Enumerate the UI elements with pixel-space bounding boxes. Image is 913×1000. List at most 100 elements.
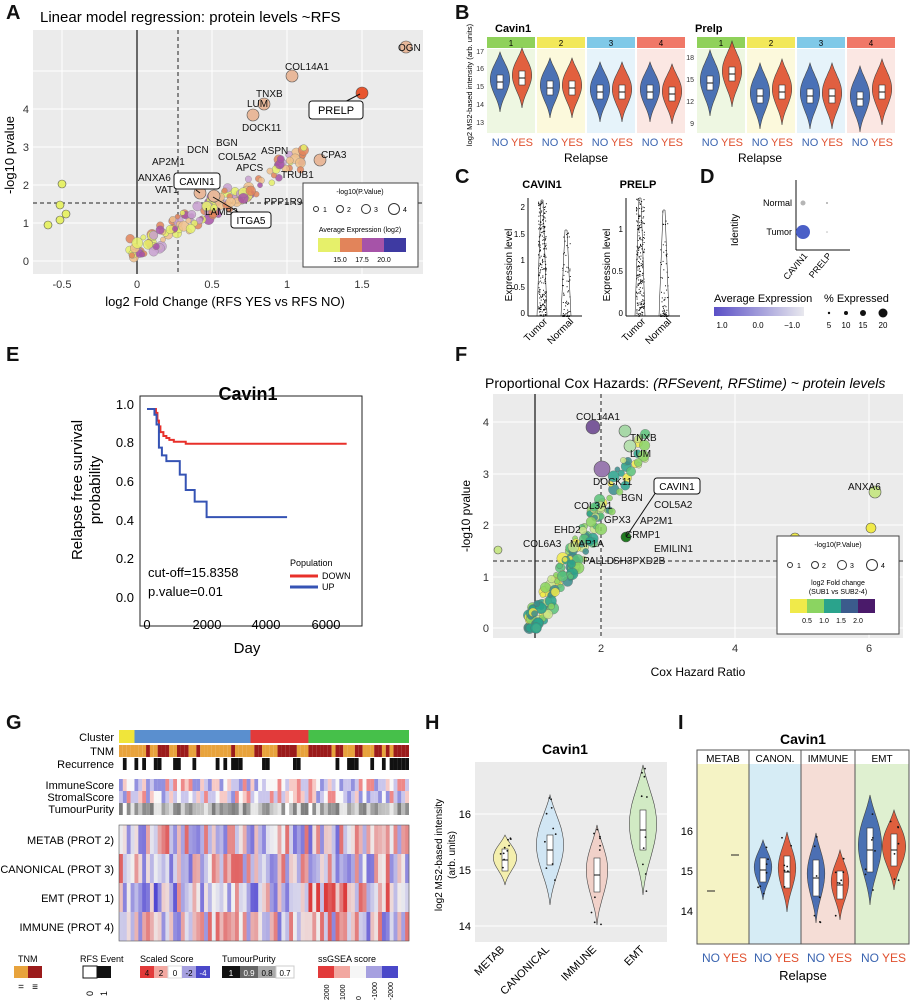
g-rfs-cell — [246, 758, 251, 770]
c-point — [643, 222, 645, 224]
a-xtick: -0.5 — [53, 279, 72, 291]
svg-text:-log10(P.Value): -log10(P.Value) — [814, 542, 861, 549]
c-point — [636, 213, 638, 215]
g-score-cell — [327, 912, 332, 941]
g-purity-cell — [312, 803, 317, 815]
g-stromal-cell — [374, 791, 379, 803]
g-score-cell — [366, 825, 371, 854]
g-immune-cell — [385, 779, 390, 791]
svg-text:2: 2 — [769, 39, 774, 48]
g-immune-cell — [231, 779, 235, 791]
c-point — [542, 315, 544, 317]
g-tnm-cell — [339, 745, 344, 757]
g-tnm-cell — [122, 745, 127, 757]
g-score-cell — [374, 883, 379, 912]
g-score-cell — [285, 912, 290, 941]
g-score-cell — [235, 854, 240, 883]
g-score-cell — [242, 912, 247, 941]
c-point — [562, 267, 564, 269]
g-tnm-cell — [211, 745, 216, 757]
a-point — [169, 215, 177, 223]
f-point — [582, 548, 589, 555]
g-rfs-cell — [184, 758, 189, 770]
f-point — [567, 573, 574, 580]
a-point — [143, 239, 154, 250]
g-rfs-cell — [134, 758, 139, 770]
g-score-cell — [320, 825, 325, 854]
g-score-cell — [405, 883, 410, 912]
c-point — [540, 306, 542, 308]
c-point — [541, 311, 543, 313]
g-score-cell — [119, 825, 124, 854]
g-score-cell — [246, 825, 251, 854]
c-point — [539, 314, 541, 316]
g-immune-cell — [277, 779, 282, 791]
g-score-cell — [393, 825, 398, 854]
h-point — [552, 827, 555, 830]
g-score-cell — [343, 825, 348, 854]
c-point — [545, 269, 547, 271]
g-tnm-cell — [157, 745, 162, 757]
g-score-cell — [385, 883, 390, 912]
h-point — [506, 850, 509, 852]
c-point — [545, 267, 547, 269]
svg-text:CANON.: CANON. — [756, 754, 795, 765]
h-point — [545, 812, 548, 815]
i-point — [889, 820, 892, 823]
c-point — [667, 315, 669, 317]
c-point — [545, 263, 547, 265]
a-point — [285, 69, 299, 83]
g-tnm-cell — [323, 745, 328, 757]
c-point — [569, 276, 571, 277]
h-point — [642, 847, 645, 849]
svg-text:1: 1 — [99, 991, 109, 996]
g-stromal-cell — [231, 791, 235, 803]
c-point — [637, 302, 639, 304]
svg-text:Scaled Score: Scaled Score — [140, 954, 194, 964]
g-score-cell — [134, 883, 139, 912]
g-score-cell — [146, 854, 151, 883]
g-immune-cell — [358, 779, 363, 791]
c-point — [543, 298, 544, 300]
c-point — [562, 313, 564, 315]
c-point — [544, 230, 546, 232]
c-point — [543, 282, 545, 284]
g-immune-cell — [397, 779, 402, 791]
c-point — [641, 208, 643, 210]
svg-text:YES: YES — [771, 137, 793, 149]
svg-text:4: 4 — [869, 39, 874, 48]
svg-text:COL3A1: COL3A1 — [574, 501, 613, 512]
c-point — [568, 315, 570, 317]
c-point — [640, 280, 642, 282]
g-score-cell — [339, 854, 344, 883]
g-immune-cell — [381, 779, 386, 791]
a-callout-cavin1: CAVIN1 — [173, 172, 221, 194]
c-point — [639, 314, 641, 316]
f-point — [556, 562, 563, 570]
g-score-cell — [165, 854, 170, 883]
c-point — [543, 268, 545, 270]
g-score-cell — [385, 825, 390, 854]
c-point — [661, 291, 662, 293]
svg-text:COL14A1: COL14A1 — [576, 412, 620, 423]
g-score-cell — [401, 825, 406, 854]
a-gene-label: COL5A2 — [218, 152, 257, 163]
a-point — [276, 155, 285, 164]
g-score-cell — [238, 854, 244, 883]
c-point — [664, 241, 666, 243]
g-score-cell — [300, 883, 305, 912]
g-purity-cell — [362, 803, 367, 815]
d-dot — [800, 200, 806, 206]
g-score-cell — [142, 912, 147, 941]
g-tnm-cell — [204, 745, 208, 757]
g-score-cell — [157, 883, 162, 912]
g-immune-cell — [200, 779, 205, 791]
svg-text:NO: NO — [802, 137, 819, 149]
c-point — [665, 316, 667, 317]
c-point — [662, 244, 664, 246]
g-stromal-cell — [316, 791, 321, 803]
g-score-cell — [130, 854, 135, 883]
c-point — [543, 230, 545, 232]
panel-g-heatmap: Cluster TNM Recurrence ImmuneScore Strom… — [0, 730, 410, 1000]
panel-e-km: Cavin1 Relapse free survival probability… — [69, 384, 363, 657]
